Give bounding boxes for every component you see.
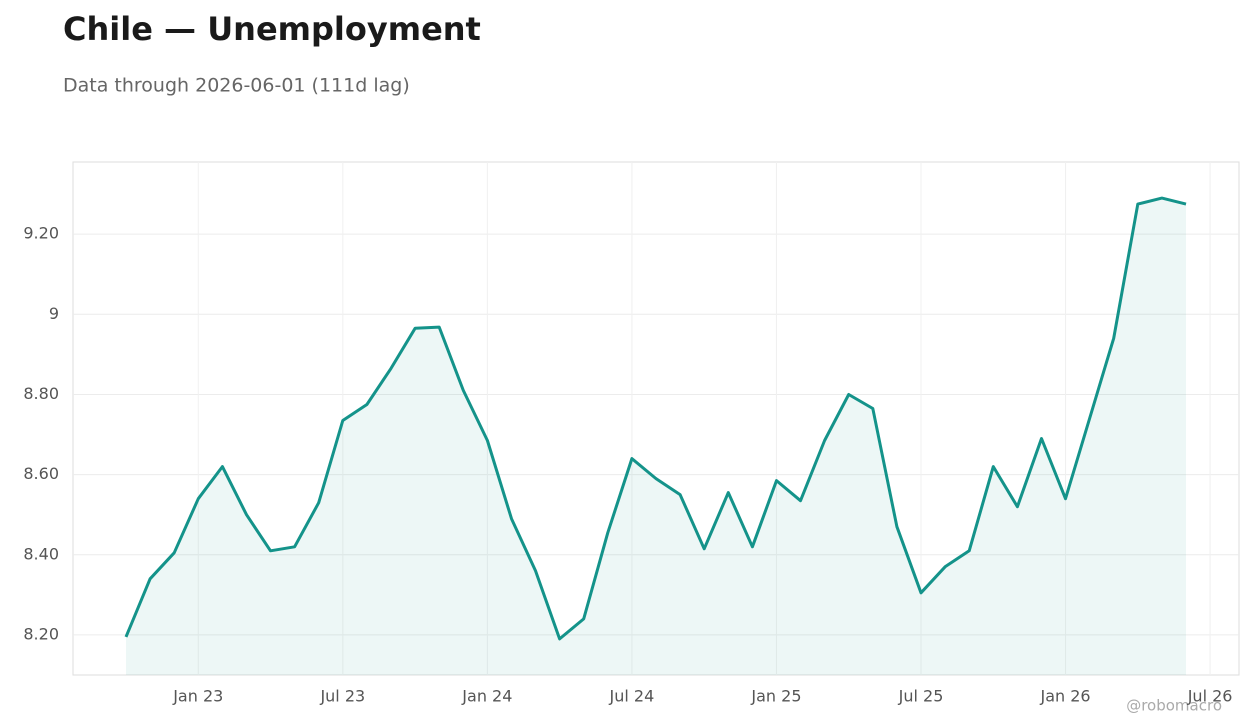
- x-tick-label: Jan 23: [172, 687, 223, 706]
- y-tick-label: 8.80: [23, 384, 59, 403]
- x-tick-label: Jan 24: [461, 687, 512, 706]
- y-tick-label: 9: [49, 304, 59, 323]
- y-tick-label: 8.60: [23, 464, 59, 483]
- credit: @robomacro: [1126, 697, 1222, 715]
- plot-frame: [72, 161, 1240, 676]
- x-tick-label: Jul 23: [319, 687, 365, 706]
- area: [126, 198, 1186, 675]
- y-tick-label: 8.40: [23, 544, 59, 563]
- x-tick-label: Jan 25: [750, 687, 801, 706]
- x-tick-label: Jul 26: [1187, 687, 1233, 706]
- chart-subtitle: Data through 2026-06-01 (111d lag): [63, 75, 410, 97]
- chart-title: Chile — Unemployment: [63, 10, 481, 48]
- y-tick-label: 8.20: [23, 624, 59, 643]
- x-tick-label: Jul 25: [898, 687, 944, 706]
- y-tick-label: 9.20: [23, 224, 59, 243]
- x-tick-label: Jul 24: [609, 687, 655, 706]
- line: [124, 196, 1187, 641]
- x-tick-label: Jan 26: [1039, 687, 1090, 706]
